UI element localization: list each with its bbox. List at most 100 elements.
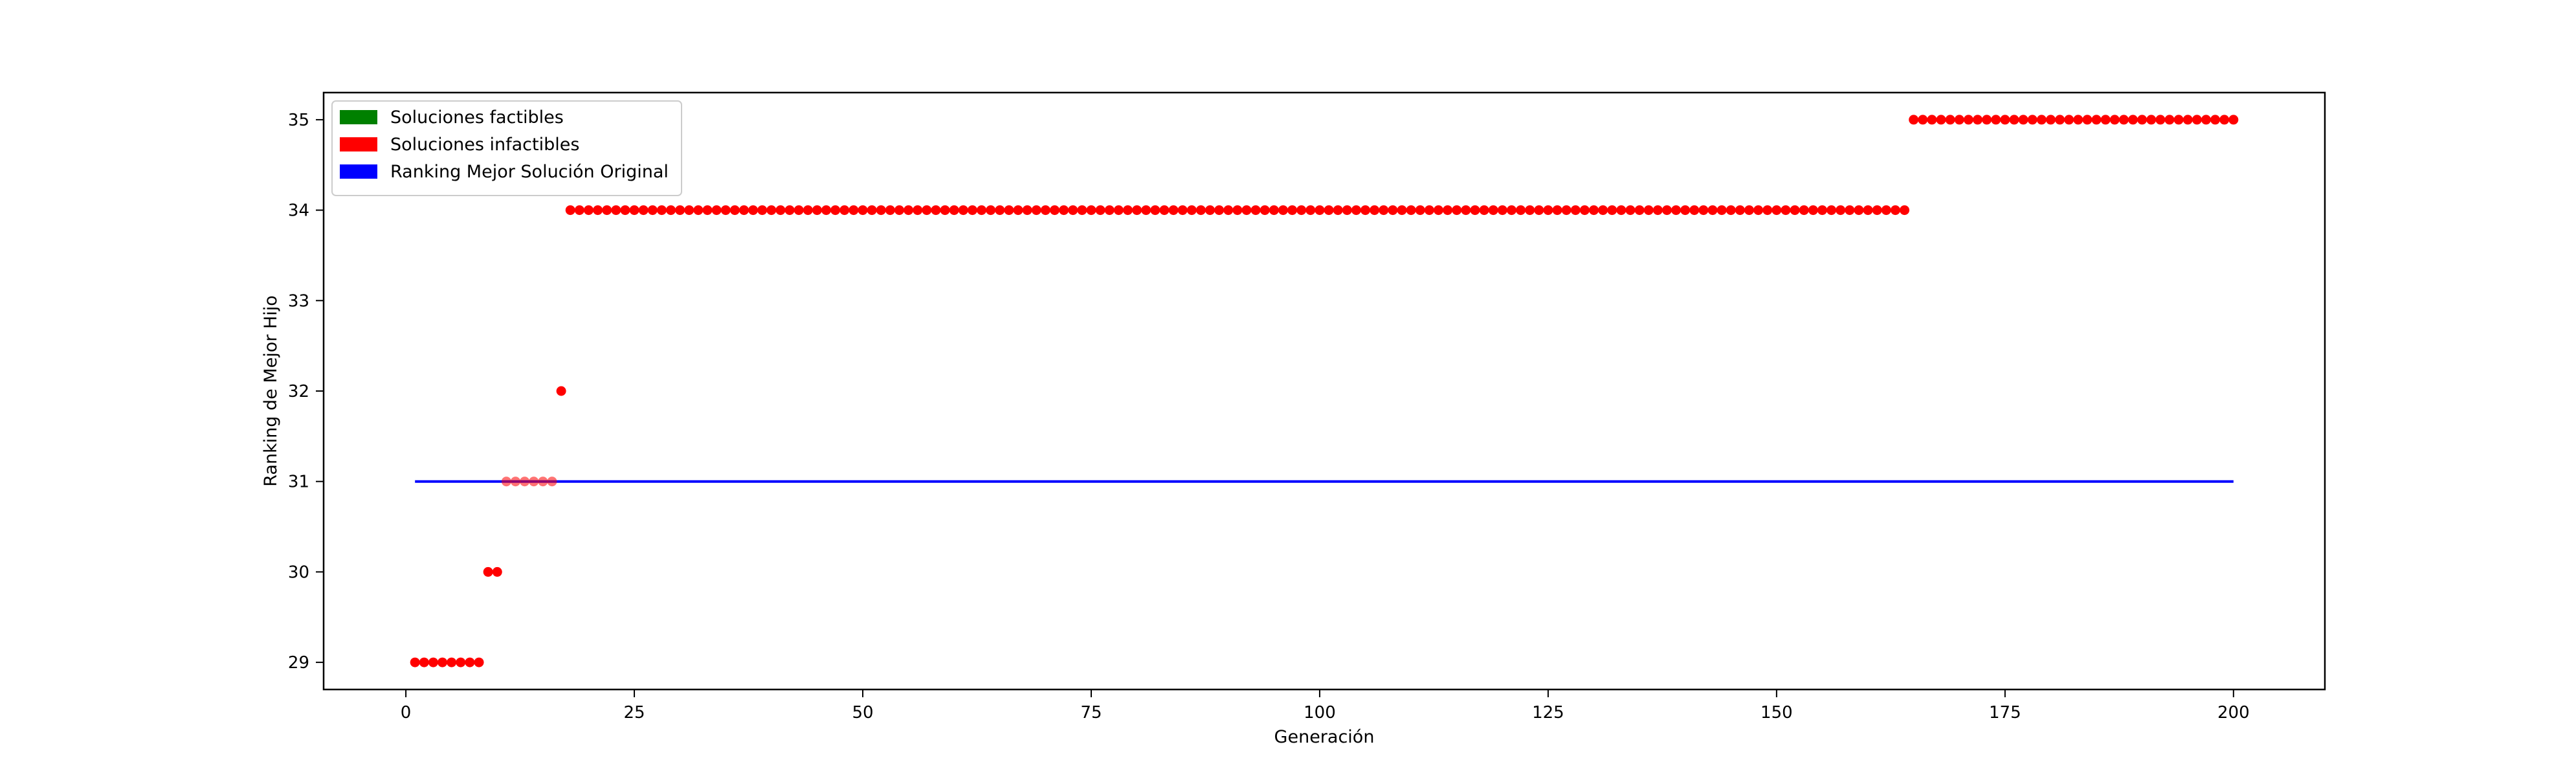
infeasible-point — [1342, 205, 1352, 216]
infeasible-point — [913, 205, 923, 216]
infeasible-point — [1863, 205, 1873, 216]
infeasible-point — [885, 205, 895, 216]
infeasible-point — [977, 205, 987, 216]
infeasible-point — [2073, 115, 2083, 125]
infeasible-point — [995, 205, 1005, 216]
infeasible-point — [428, 657, 438, 667]
infeasible-point — [1836, 205, 1846, 216]
infeasible-point — [1159, 205, 1170, 216]
infeasible-point — [2219, 115, 2230, 125]
infeasible-point — [1205, 205, 1216, 216]
infeasible-point — [1406, 205, 1416, 216]
infeasible-point — [1397, 205, 1407, 216]
infeasible-point — [702, 205, 713, 216]
infeasible-point — [693, 205, 704, 216]
infeasible-point — [1616, 205, 1627, 216]
infeasible-point — [629, 205, 639, 216]
x-tick-label: 100 — [1304, 703, 1336, 723]
infeasible-point — [492, 566, 502, 577]
infeasible-point — [1671, 205, 1682, 216]
infeasible-point — [1031, 205, 1041, 216]
infeasible-point — [602, 205, 612, 216]
infeasible-point — [410, 657, 420, 667]
infeasible-point — [821, 205, 832, 216]
infeasible-point — [748, 205, 759, 216]
infeasible-point — [1607, 205, 1617, 216]
legend-swatch — [340, 164, 377, 179]
infeasible-point — [1095, 205, 1105, 216]
infeasible-point — [1927, 115, 1937, 125]
infeasible-point — [574, 205, 584, 216]
infeasible-point — [1104, 205, 1115, 216]
infeasible-point — [1022, 205, 1032, 216]
infeasible-point — [1461, 205, 1471, 216]
infeasible-point — [1113, 205, 1124, 216]
infeasible-point — [547, 476, 557, 487]
legend: Soluciones factibles Soluciones infactibl… — [331, 100, 682, 196]
infeasible-point — [2210, 115, 2221, 125]
infeasible-point — [1790, 205, 1800, 216]
y-tick-label: 31 — [288, 473, 309, 492]
y-tick-label: 32 — [288, 382, 309, 401]
y-tick-label: 35 — [288, 111, 309, 130]
infeasible-point — [1168, 205, 1179, 216]
infeasible-point — [849, 205, 859, 216]
y-tick-label: 30 — [288, 563, 309, 582]
axes-layer: 0 25 50 75 100 125 150 175 200 29 30 31 32 33 34 35 — [288, 91, 2326, 723]
infeasible-point — [510, 476, 520, 487]
x-tick-label: 25 — [623, 703, 645, 723]
infeasible-point — [2091, 115, 2102, 125]
infeasible-point — [858, 205, 868, 216]
infeasible-point — [1872, 205, 1882, 216]
infeasible-point — [2109, 115, 2120, 125]
infeasible-point — [1771, 205, 1782, 216]
infeasible-point — [1982, 115, 1992, 125]
infeasible-point — [1698, 205, 1709, 216]
infeasible-point — [766, 205, 777, 216]
infeasible-point — [1497, 205, 1507, 216]
infeasible-point — [1351, 205, 1361, 216]
infeasible-point — [520, 476, 530, 487]
plot-layer — [410, 115, 2239, 667]
y-tick-label: 34 — [288, 201, 309, 221]
infeasible-point — [1195, 205, 1206, 216]
infeasible-point — [949, 205, 959, 216]
infeasible-point — [1900, 205, 1910, 216]
infeasible-point — [1479, 205, 1489, 216]
infeasible-point — [1004, 205, 1014, 216]
infeasible-point — [638, 205, 649, 216]
infeasible-point — [1781, 205, 1791, 216]
infeasible-point — [1918, 115, 1928, 125]
infeasible-point — [1433, 205, 1443, 216]
infeasible-point — [565, 205, 575, 216]
infeasible-point — [1049, 205, 1060, 216]
infeasible-point — [812, 205, 822, 216]
infeasible-point — [474, 657, 484, 667]
infeasible-point — [675, 205, 685, 216]
infeasible-point — [2201, 115, 2211, 125]
infeasible-point — [2192, 115, 2202, 125]
infeasible-point — [1890, 205, 1900, 216]
infeasible-point — [757, 205, 768, 216]
infeasible-point — [1561, 205, 1571, 216]
infeasible-point — [1589, 205, 1599, 216]
infeasible-point — [1506, 205, 1516, 216]
infeasible-point — [1762, 205, 1773, 216]
infeasible-point — [775, 205, 786, 216]
infeasible-point — [1936, 115, 1946, 125]
x-tick-label: 150 — [1760, 703, 1793, 723]
infeasible-point — [483, 566, 493, 577]
infeasible-point — [922, 205, 932, 216]
infeasible-point — [729, 205, 740, 216]
infeasible-point — [1333, 205, 1343, 216]
infeasible-point — [803, 205, 813, 216]
infeasible-point — [1013, 205, 1023, 216]
infeasible-point — [2000, 115, 2010, 125]
infeasible-point — [738, 205, 749, 216]
x-tick-label: 175 — [1989, 703, 2021, 723]
infeasible-point — [2027, 115, 2037, 125]
infeasible-point — [1716, 205, 1727, 216]
infeasible-point — [839, 205, 850, 216]
infeasible-point — [1643, 205, 1654, 216]
